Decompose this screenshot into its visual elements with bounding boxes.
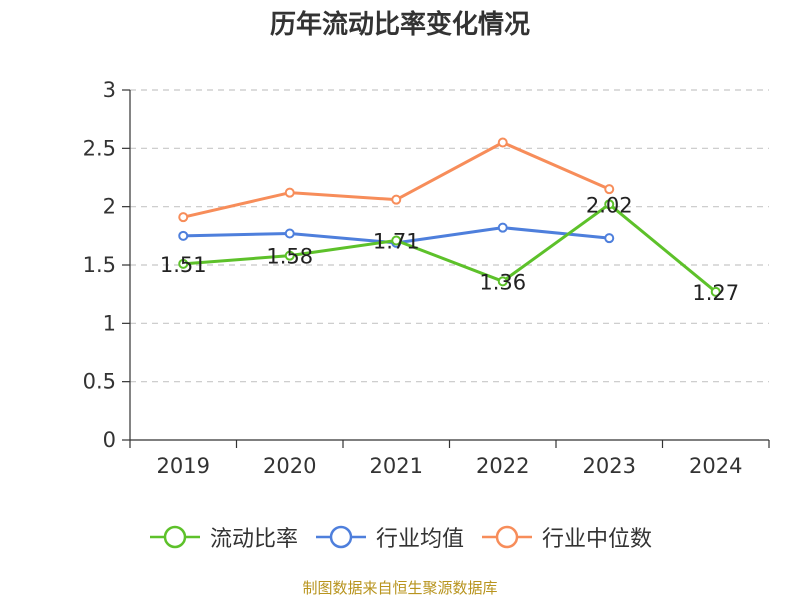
data-label-2023: 2.02 — [586, 193, 633, 217]
series-2 — [178, 137, 615, 223]
legend-item-industry-median[interactable]: 行业中位数 — [480, 521, 652, 553]
y-tick-label-5: 2.5 — [83, 136, 116, 160]
data-label-2022: 1.36 — [479, 270, 526, 294]
legend: 流动比率 行业均值 行业中位数 — [0, 521, 800, 553]
legend-swatch-industry-median — [482, 525, 532, 549]
source-note: 制图数据来自恒生聚源数据库 — [302, 579, 498, 597]
y-tick-label-1: 0.5 — [83, 370, 116, 394]
point-series-2-2023 — [604, 184, 615, 195]
legend-label-industry-mean: 行业均值 — [375, 527, 464, 552]
point-series-0-2019 — [178, 258, 189, 269]
point-series-1-2022 — [497, 222, 508, 233]
legend-label-industry-median: 行业中位数 — [542, 527, 653, 552]
point-series-2-2020 — [284, 187, 295, 198]
point-series-0-2024 — [710, 286, 721, 297]
x-tick-label-2024: 2024 — [689, 454, 742, 478]
point-series-0-2022 — [497, 276, 508, 287]
point-series-2-2021 — [391, 194, 402, 205]
point-series-1-2023 — [604, 233, 615, 244]
axes: 0 0.5 1 1.5 2 2.5 3 2019 2020 2021 2022 2023 2024 — [83, 78, 770, 478]
legend-swatch-industry-mean — [315, 525, 366, 549]
data-label-2021: 1.71 — [373, 230, 420, 254]
legend-label-current-ratio: 流动比率 — [209, 527, 298, 552]
gridlines — [130, 89, 769, 383]
point-series-0-2023 — [604, 199, 615, 210]
series-line-2 — [182, 141, 610, 219]
point-series-2-2022 — [497, 137, 508, 148]
legend-item-current-ratio[interactable]: 流动比率 — [148, 521, 298, 553]
point-series-1-2020 — [284, 228, 295, 239]
data-labels: 1.51 1.58 1.71 1.36 2.02 1.27 — [160, 193, 739, 305]
series-line-0 — [183, 202, 717, 293]
point-series-0-2020 — [284, 250, 295, 261]
data-label-2019: 1.51 — [160, 253, 207, 277]
y-tick-label-0: 0 — [103, 428, 116, 452]
y-tick-label-6: 3 — [103, 78, 116, 102]
y-tick-label-4: 2 — [103, 195, 116, 219]
chart-title: 历年流动比率变化情况 — [269, 10, 530, 40]
point-series-1-2019 — [178, 230, 189, 241]
x-tick-label-2019: 2019 — [157, 454, 210, 478]
point-series-2-2019 — [178, 212, 189, 223]
data-label-2020: 1.58 — [266, 245, 313, 269]
x-tick-label-2020: 2020 — [263, 454, 316, 478]
data-label-2024: 1.27 — [692, 281, 739, 305]
y-tick-label-3: 1.5 — [83, 253, 116, 277]
x-tick-label-2022: 2022 — [476, 454, 529, 478]
series-lines — [178, 137, 721, 297]
x-tick-label-2021: 2021 — [370, 454, 423, 478]
point-series-0-2021 — [391, 235, 402, 246]
y-tick-label-2: 1 — [103, 311, 116, 335]
x-tick-label-2023: 2023 — [583, 454, 636, 478]
legend-swatch-current-ratio — [149, 525, 200, 549]
legend-item-industry-mean[interactable]: 行业均值 — [314, 521, 464, 553]
series-0 — [178, 199, 721, 297]
